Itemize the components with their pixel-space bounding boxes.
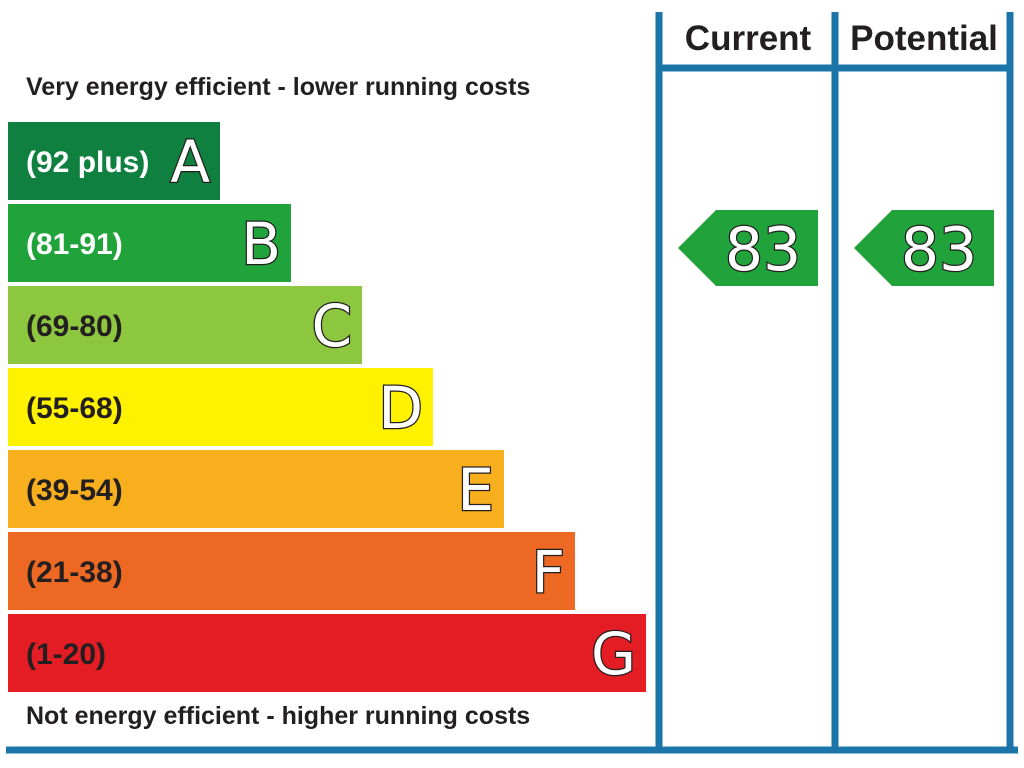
- band-g: (1-20) G: [8, 614, 646, 692]
- band-c-bar: [8, 286, 362, 364]
- band-e-range: (39-54): [26, 474, 123, 507]
- potential-rating-value: 83: [901, 215, 977, 285]
- current-arrow-shape: [678, 210, 818, 286]
- band-g-bar: [8, 614, 646, 692]
- current-rating-arrow: 83: [678, 210, 818, 286]
- potential-arrow-shape: [854, 210, 994, 286]
- band-d: (55-68) D: [8, 368, 433, 446]
- band-a-letter: A: [170, 128, 210, 196]
- band-c-letter: C: [312, 292, 353, 360]
- current-column-header: Current: [685, 19, 812, 58]
- top-caption: Very energy efficient - lower running co…: [26, 73, 530, 101]
- band-b-range: (81-91): [26, 228, 123, 261]
- band-b: (81-91) B: [8, 204, 291, 282]
- band-e-letter: E: [457, 456, 494, 524]
- band-b-letter: B: [241, 210, 281, 278]
- current-rating-value: 83: [725, 215, 801, 285]
- bottom-caption: Not energy efficient - higher running co…: [26, 702, 530, 730]
- band-f-letter: F: [532, 538, 565, 606]
- band-b-bar: [8, 204, 291, 282]
- band-c-range: (69-80): [26, 310, 123, 343]
- band-f: (21-38) F: [8, 532, 575, 610]
- band-g-range: (1-20): [26, 638, 106, 671]
- columns-frame: [6, 12, 1018, 754]
- rating-bands: (92 plus) A (81-91) B (69-80) C (55-68) D (39-54…: [8, 122, 646, 692]
- band-c: (69-80) C: [8, 286, 362, 364]
- band-g-letter: G: [591, 620, 636, 688]
- potential-rating-arrow: 83: [854, 210, 994, 286]
- band-a-bar: [8, 122, 220, 200]
- band-e-bar: [8, 450, 504, 528]
- band-e: (39-54) E: [8, 450, 504, 528]
- rating-arrows: 83 83: [678, 210, 994, 286]
- band-d-range: (55-68): [26, 392, 123, 425]
- band-a-range: (92 plus): [26, 146, 149, 179]
- potential-column-header: Potential: [850, 19, 998, 58]
- band-d-letter: D: [378, 374, 423, 442]
- band-d-bar: [8, 368, 433, 446]
- band-f-range: (21-38): [26, 556, 123, 589]
- band-a: (92 plus) A: [8, 122, 220, 200]
- band-f-bar: [8, 532, 575, 610]
